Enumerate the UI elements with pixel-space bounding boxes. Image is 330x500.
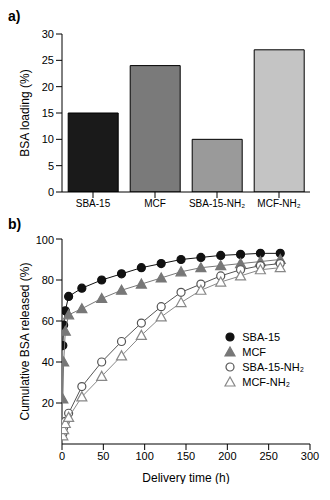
svg-text:30: 30 <box>42 28 54 40</box>
html-text:SBA-15-NH₂: SBA-15-NH₂ <box>242 360 304 373</box>
svg-text:80: 80 <box>42 274 54 286</box>
svg-text:40: 40 <box>42 356 54 368</box>
svg-text:Delivery time (h): Delivery time (h) <box>142 471 229 484</box>
html-text:MCF: MCF <box>242 345 267 358</box>
svg-text:MCF-NH₂: MCF-NH₂ <box>257 198 300 209</box>
svg-text:5: 5 <box>48 160 54 172</box>
svg-text:100: 100 <box>135 450 153 462</box>
svg-text:150: 150 <box>177 450 195 462</box>
svg-text:60: 60 <box>42 315 54 327</box>
svg-text:20: 20 <box>42 81 54 93</box>
svg-text:SBA-15: SBA-15 <box>76 198 111 209</box>
svg-text:0: 0 <box>48 186 54 198</box>
svg-text:SBA-15-NH₂: SBA-15-NH₂ <box>189 198 245 209</box>
svg-text:Cumulative BSA released (%): Cumulative BSA released (%) <box>18 262 32 420</box>
svg-text:25: 25 <box>42 54 54 66</box>
svg-text:100: 100 <box>36 234 54 246</box>
html-text:a): a) <box>8 8 21 24</box>
svg-text:BSA loading (%): BSA loading (%) <box>18 69 32 156</box>
svg-text:250: 250 <box>259 450 277 462</box>
svg-text:15: 15 <box>42 107 54 119</box>
html-text:b): b) <box>8 216 22 232</box>
svg-text:0: 0 <box>59 450 65 462</box>
svg-text:200: 200 <box>218 450 236 462</box>
svg-text:MCF: MCF <box>144 198 166 209</box>
svg-text:10: 10 <box>42 133 54 145</box>
svg-text:300: 300 <box>301 450 319 462</box>
html-text:SBA-15: SBA-15 <box>242 330 281 343</box>
html-text:MCF-NH₂: MCF-NH₂ <box>242 375 290 388</box>
svg-text:20: 20 <box>42 397 54 409</box>
svg-text:50: 50 <box>97 450 109 462</box>
